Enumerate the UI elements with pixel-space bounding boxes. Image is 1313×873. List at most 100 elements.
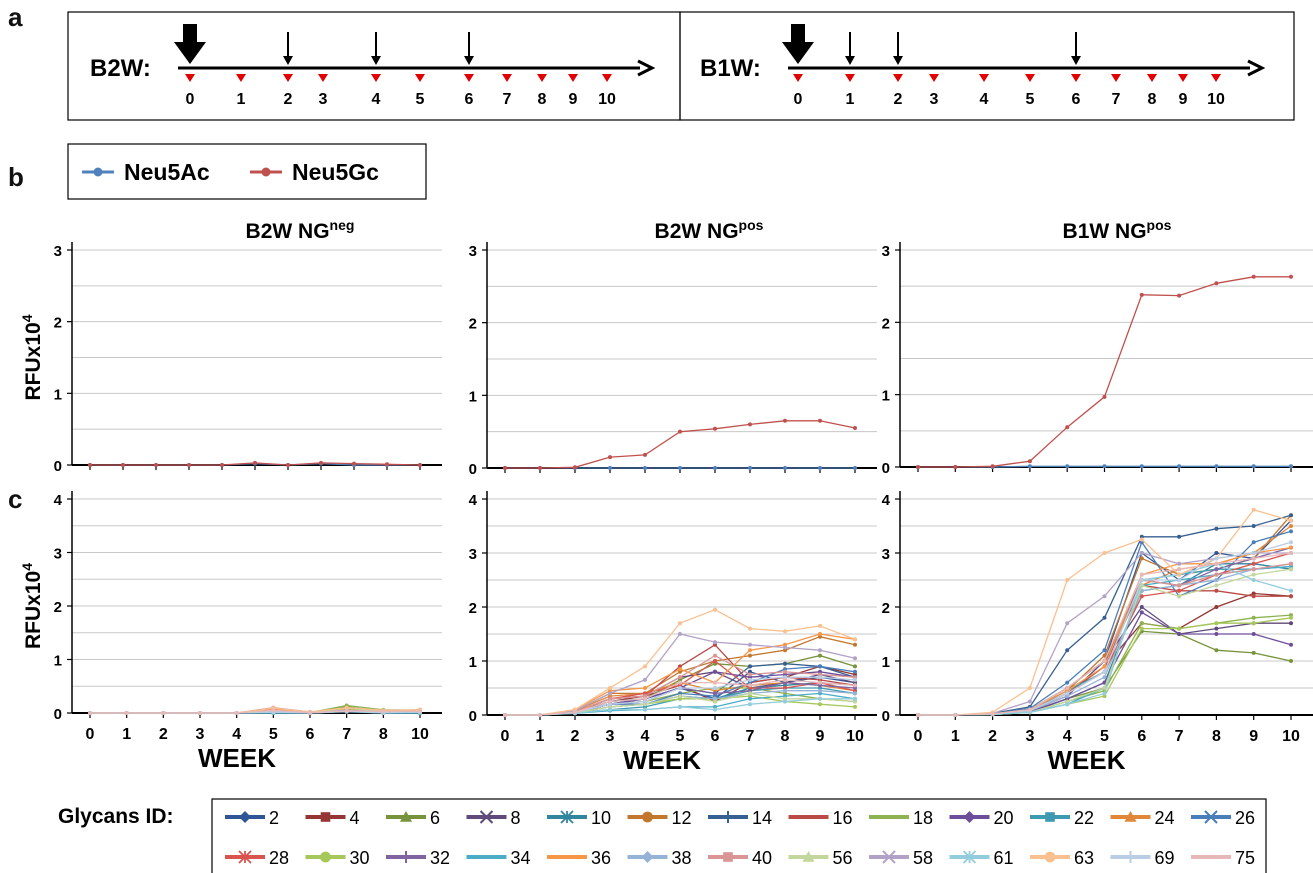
data-point bbox=[608, 707, 612, 712]
x-tick-label: 9 bbox=[1249, 728, 1258, 745]
data-point bbox=[1124, 811, 1137, 822]
data-point bbox=[748, 648, 752, 653]
legend-label: 56 bbox=[833, 848, 853, 868]
data-point bbox=[1102, 664, 1107, 669]
data-point bbox=[1139, 626, 1144, 631]
legend-label: 40 bbox=[752, 848, 772, 868]
data-point bbox=[1139, 572, 1144, 577]
series-line bbox=[505, 420, 856, 469]
legend-label: 30 bbox=[350, 848, 370, 868]
data-point bbox=[1139, 594, 1144, 599]
data-point bbox=[1289, 274, 1293, 279]
data-point bbox=[385, 462, 389, 467]
data-point bbox=[1027, 464, 1032, 469]
data-point bbox=[1214, 632, 1219, 636]
bleed-arrow bbox=[1111, 74, 1121, 82]
x-tick-label: 2 bbox=[571, 728, 580, 745]
x-tick-label: 5 bbox=[1100, 728, 1109, 745]
bleed-arrow bbox=[845, 74, 855, 82]
data-point bbox=[1139, 610, 1144, 615]
data-point bbox=[320, 812, 331, 822]
data-point bbox=[1102, 648, 1107, 653]
y-tick-label: 1 bbox=[882, 654, 890, 671]
data-point bbox=[538, 466, 542, 470]
legend-label: 16 bbox=[833, 808, 853, 828]
x-tick-label: 4 bbox=[1063, 728, 1072, 745]
data-point bbox=[713, 659, 717, 663]
x-tick-label: 8 bbox=[1212, 728, 1221, 745]
data-point bbox=[1251, 650, 1256, 655]
data-point bbox=[1251, 567, 1256, 572]
series-line bbox=[918, 611, 1292, 716]
legend-marker bbox=[261, 167, 271, 177]
boost-arrow-head bbox=[1071, 56, 1081, 65]
data-point bbox=[608, 691, 612, 696]
legend-item-58: 58 bbox=[869, 848, 933, 868]
legend-label: 4 bbox=[350, 808, 360, 828]
data-point bbox=[818, 664, 822, 669]
x-tick-label: 3 bbox=[196, 726, 205, 743]
data-point bbox=[1289, 524, 1293, 528]
data-point bbox=[678, 429, 682, 434]
data-point bbox=[1045, 812, 1055, 822]
data-point bbox=[748, 466, 752, 470]
y-tick-label: 1 bbox=[54, 653, 62, 670]
data-point bbox=[748, 683, 752, 688]
data-point bbox=[1065, 686, 1070, 690]
bleed-arrow bbox=[1178, 74, 1188, 82]
data-point bbox=[608, 699, 612, 704]
data-point bbox=[748, 664, 752, 669]
chart-3: 0 1 2 3 B1W NGpos bbox=[882, 217, 1313, 477]
week-label: 6 bbox=[465, 91, 474, 108]
data-point bbox=[1289, 642, 1293, 647]
chart-title-superscript: pos bbox=[739, 217, 764, 233]
y-tick-label: 0 bbox=[469, 461, 477, 478]
data-point bbox=[678, 686, 682, 690]
data-point bbox=[713, 607, 717, 612]
x-tick-label: 6 bbox=[1137, 728, 1146, 745]
data-point bbox=[783, 661, 787, 666]
y-tick-label: 4 bbox=[882, 492, 891, 509]
week-label: 2 bbox=[284, 91, 293, 108]
data-point bbox=[1177, 594, 1182, 599]
data-point bbox=[1027, 459, 1032, 464]
x-tick-label: 6 bbox=[306, 726, 315, 743]
data-point bbox=[198, 711, 202, 715]
data-point bbox=[748, 702, 752, 707]
y-tick-label: 4 bbox=[54, 492, 63, 509]
data-point bbox=[1214, 578, 1219, 582]
bleed-arrow bbox=[568, 74, 578, 82]
data-point bbox=[783, 699, 787, 704]
chart-5: 0 1 2 3 4 0 1 2 3 4 5 6 7 8 9 10 WEEK bbox=[469, 491, 877, 775]
data-point bbox=[1177, 583, 1182, 588]
data-point bbox=[1027, 707, 1032, 712]
y-tick-label: 0 bbox=[882, 460, 890, 477]
y-tick-label: 1 bbox=[882, 388, 890, 405]
boost-arrow-head bbox=[845, 56, 855, 65]
data-point bbox=[1027, 699, 1032, 704]
primary-immunization-arrow bbox=[174, 24, 206, 64]
data-point bbox=[783, 677, 787, 682]
data-point bbox=[1214, 621, 1219, 626]
data-point bbox=[990, 711, 995, 716]
legend-item-30: 30 bbox=[305, 848, 370, 868]
data-point bbox=[1289, 615, 1293, 620]
data-point bbox=[187, 463, 191, 467]
data-point bbox=[1251, 578, 1256, 582]
bleed-arrow bbox=[236, 74, 246, 82]
legend-label: Neu5Gc bbox=[292, 159, 379, 185]
data-point bbox=[1251, 594, 1256, 599]
legend-label: 38 bbox=[672, 848, 692, 868]
data-point bbox=[1124, 851, 1137, 863]
series-75 bbox=[88, 708, 422, 715]
legend-item-20: 20 bbox=[949, 808, 1014, 828]
data-point bbox=[161, 711, 166, 715]
data-point bbox=[1102, 615, 1107, 620]
chart-title: B1W NGpos bbox=[1063, 217, 1172, 243]
x-tick-label: 8 bbox=[379, 726, 388, 743]
bleed-arrow bbox=[464, 74, 474, 82]
schedule-label: B2W: bbox=[90, 55, 151, 82]
legend-neu5: Neu5Ac Neu5Gc bbox=[67, 143, 427, 200]
data-point bbox=[1214, 561, 1219, 566]
